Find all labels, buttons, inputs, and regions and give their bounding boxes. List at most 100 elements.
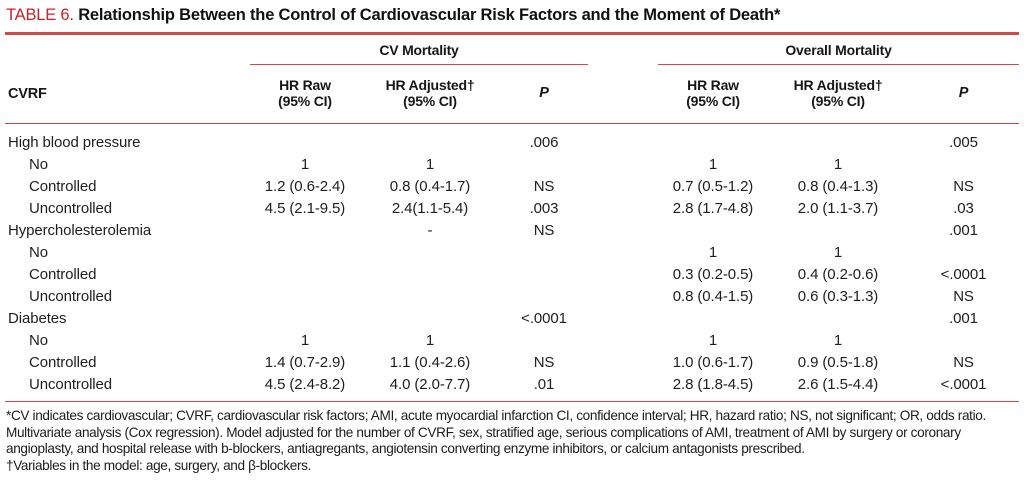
column-gap xyxy=(588,285,658,307)
cell-overall-p: .03 xyxy=(953,199,974,217)
cell-cv-hr-adjusted: - xyxy=(427,221,433,239)
column-gap xyxy=(588,263,658,285)
table-row: Uncontrolled 0.8 (0.4-1.5) 0.6 (0.3-1.3)… xyxy=(5,285,1019,307)
cell-cv-p: <.0001 xyxy=(521,309,567,327)
cell-overall-hr-adjusted: 0.9 (0.5-1.8) xyxy=(797,353,879,371)
cell-overall-p xyxy=(908,153,1019,175)
cell-cv-hr-raw: 1.4 (0.7-2.9) xyxy=(264,353,346,371)
cell-cv-hr-raw: 4.5 (2.1-9.5) xyxy=(264,199,346,217)
table-row: Uncontrolled 4.5 (2.4-8.2) 4.0 (2.0-7.7)… xyxy=(5,373,1020,402)
cell-overall-hr-raw: 0.7 (0.5-1.2) xyxy=(672,177,754,195)
row-label: Uncontrolled xyxy=(5,373,250,402)
cell-overall-hr-raw xyxy=(658,124,768,154)
cell-cv-p xyxy=(500,285,588,307)
column-gap xyxy=(588,175,658,197)
table-row: No 1 1 1 1 xyxy=(5,153,1019,175)
column-gap xyxy=(588,219,658,241)
cell-overall-p: .005 xyxy=(949,133,978,151)
col-header-cv-hr-raw: HR Raw (95% CI) xyxy=(250,64,360,124)
cell-overall-hr-adjusted xyxy=(768,219,908,241)
cell-overall-hr-adjusted: 0.8 (0.4-1.3) xyxy=(797,177,879,195)
col-header-overall-p-value: P xyxy=(908,64,1020,124)
cell-cv-hr-adjusted xyxy=(360,263,500,285)
cell-overall-p xyxy=(908,241,1019,263)
cell-cv-p xyxy=(500,329,588,351)
column-gap xyxy=(588,329,658,351)
cell-cv-hr-adjusted: 1.1 (0.4-2.6) xyxy=(389,353,471,371)
cell-overall-p xyxy=(908,329,1019,351)
corner-spacer xyxy=(5,35,250,65)
column-gap xyxy=(588,35,658,65)
column-gap xyxy=(588,64,659,124)
column-gap xyxy=(588,307,658,329)
row-label: Uncontrolled xyxy=(29,287,113,305)
cell-cv-hr-raw: 1 xyxy=(300,155,310,173)
cell-cv-hr-adjusted: 4.0 (2.0-7.7) xyxy=(360,373,500,402)
column-gap xyxy=(588,351,658,373)
cell-cv-hr-raw: 4.5 (2.4-8.2) xyxy=(250,373,360,402)
column-header-row: CVRF HR Raw (95% CI) HR Adjusted† (95% C… xyxy=(5,64,1020,124)
risk-factors-table: CV Mortality Overall Mortality CVRF HR R… xyxy=(5,35,1020,402)
cell-cv-hr-raw xyxy=(250,307,360,329)
column-gap xyxy=(588,124,658,154)
cell-cv-p: NS xyxy=(533,221,555,239)
footnotes: *CV indicates cardiovascular; CVRF, card… xyxy=(5,402,1019,474)
cell-cv-p xyxy=(500,153,588,175)
cell-overall-hr-raw: 1 xyxy=(708,243,718,261)
table-row: High blood pressure .006 .005 xyxy=(5,124,1019,154)
cell-overall-hr-adjusted xyxy=(768,124,908,154)
row-label: No xyxy=(29,331,48,349)
cell-overall-hr-adjusted: 1 xyxy=(833,155,843,173)
cell-overall-p: .001 xyxy=(949,309,978,327)
cell-cv-p: NS xyxy=(533,177,555,195)
cell-cv-hr-raw xyxy=(250,124,360,154)
cell-cv-hr-adjusted xyxy=(360,307,500,329)
row-label: Diabetes xyxy=(8,309,67,327)
row-label: Controlled xyxy=(29,353,97,371)
cell-cv-p: NS xyxy=(533,353,555,371)
group-header-row: CV Mortality Overall Mortality xyxy=(5,35,1020,65)
cell-overall-p: <.0001 xyxy=(908,373,1020,402)
table-row: Controlled 0.3 (0.2-0.5) 0.4 (0.2-0.6) <… xyxy=(5,263,1019,285)
cell-overall-hr-raw: 1 xyxy=(708,155,718,173)
row-label: Controlled xyxy=(29,265,97,283)
cell-overall-hr-adjusted: 1 xyxy=(833,243,843,261)
table-row: Uncontrolled 4.5 (2.1-9.5) 2.4(1.1-5.4) … xyxy=(5,197,1019,219)
table-row: Diabetes <.0001 .001 xyxy=(5,307,1019,329)
cell-overall-p: <.0001 xyxy=(940,265,987,283)
column-gap xyxy=(588,197,658,219)
column-gap xyxy=(588,153,658,175)
row-label: High blood pressure xyxy=(8,133,141,151)
cell-overall-hr-raw xyxy=(658,307,768,329)
cell-cv-hr-raw: 1 xyxy=(300,331,310,349)
cell-cv-hr-raw xyxy=(250,241,360,263)
table-title-text: Relationship Between the Control of Card… xyxy=(78,6,781,24)
cell-overall-hr-adjusted: 0.6 (0.3-1.3) xyxy=(797,287,879,305)
column-gap xyxy=(588,373,659,402)
cell-cv-hr-raw xyxy=(250,285,360,307)
column-gap xyxy=(588,241,658,263)
cell-overall-hr-adjusted: 2.0 (1.1-3.7) xyxy=(797,199,879,217)
cell-cv-hr-adjusted xyxy=(360,241,500,263)
cell-overall-hr-adjusted: 2.6 (1.5-4.4) xyxy=(768,373,909,402)
cell-overall-p: NS xyxy=(953,353,974,371)
cell-overall-hr-raw: 1.0 (0.6-1.7) xyxy=(672,353,754,371)
table-row: No 1 1 1 1 xyxy=(5,329,1019,351)
cell-cv-hr-raw xyxy=(250,263,360,285)
cell-overall-hr-adjusted: 0.4 (0.2-0.6) xyxy=(797,265,879,283)
cell-cv-hr-adjusted xyxy=(360,285,500,307)
col-header-overall-hr-raw: HR Raw (95% CI) xyxy=(658,64,769,124)
table-number-label: TABLE 6. xyxy=(6,6,74,24)
cell-overall-hr-raw: 2.8 (1.7-4.8) xyxy=(672,199,754,217)
cell-overall-hr-raw: 2.8 (1.8-4.5) xyxy=(658,373,769,402)
footnote-abbreviations: *CV indicates cardiovascular; CVRF, card… xyxy=(6,408,986,423)
cell-overall-p: NS xyxy=(953,287,974,305)
cell-overall-p: NS xyxy=(953,177,974,195)
row-label: No xyxy=(29,243,48,261)
row-label: Controlled xyxy=(29,177,97,195)
table-row: Hypercholesterolemia - NS .001 xyxy=(5,219,1019,241)
cell-cv-p xyxy=(500,241,588,263)
cell-cv-hr-adjusted: 2.4(1.1-5.4) xyxy=(391,199,469,217)
row-label: Hypercholesterolemia xyxy=(8,221,152,239)
group-header-overall-mortality: Overall Mortality xyxy=(658,35,1020,65)
